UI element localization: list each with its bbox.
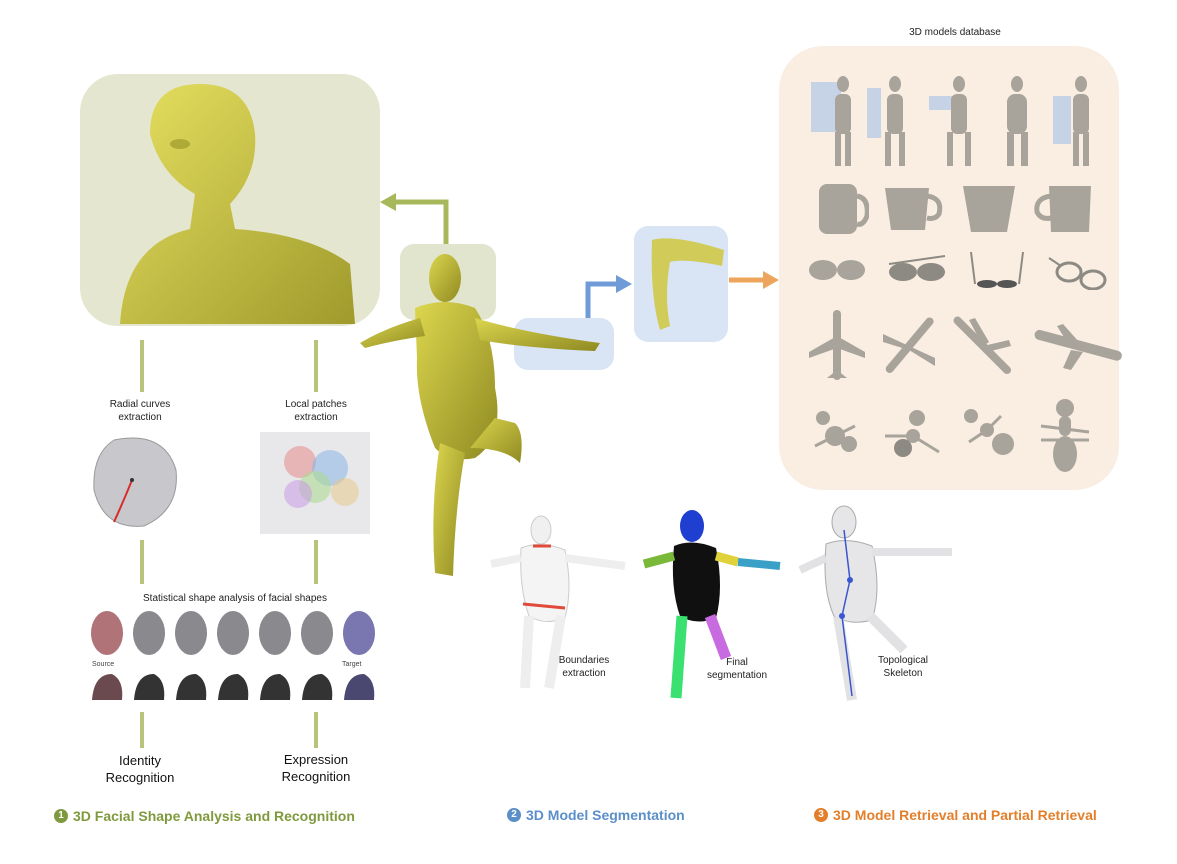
section-3-title: 3 3D Model Retrieval and Partial Retriev… — [814, 807, 1097, 823]
face-profile — [302, 674, 333, 700]
ant-models-row — [805, 396, 1127, 476]
radial-curves-caption: Radial curves extraction — [90, 398, 190, 424]
mug-model — [963, 186, 1015, 232]
final-line2: segmentation — [706, 670, 768, 681]
human-model — [1007, 76, 1028, 166]
human-model — [811, 76, 851, 166]
glasses-model — [888, 255, 946, 281]
local-patches-caption: Local patches extraction — [266, 398, 366, 424]
topological-skeleton-caption: Topological Skeleton — [868, 654, 938, 680]
ant-model — [964, 409, 1014, 455]
section-3-label: 3D Model Retrieval and Partial Retrieval — [833, 807, 1097, 823]
database-grid — [805, 72, 1127, 476]
running-woman-model — [360, 254, 600, 576]
airplane-model — [1034, 324, 1122, 370]
green-arrow — [380, 193, 449, 248]
glasses-model — [809, 260, 865, 280]
orange-arrow — [729, 271, 779, 289]
local-patches-line2: extraction — [294, 412, 338, 423]
section-2-label: 3D Model Segmentation — [526, 807, 685, 823]
airplane-models-row — [805, 306, 1127, 386]
boundaries-line1: Boundaries — [558, 655, 610, 666]
airplane-model — [953, 316, 1012, 375]
face-profile — [134, 674, 165, 700]
face-profile — [218, 674, 249, 700]
expression-line2: Recognition — [281, 769, 351, 784]
ant-model — [1040, 399, 1090, 472]
radial-curves-line2: extraction — [118, 412, 162, 423]
face-mask — [175, 611, 207, 655]
glasses-model — [1048, 257, 1107, 290]
glasses-model — [970, 251, 1024, 288]
face-mask — [217, 611, 249, 655]
face-closeup-panel — [80, 74, 380, 326]
face-connector-left-top — [140, 340, 144, 392]
section-1-number: 1 — [54, 809, 68, 823]
human-models-row — [805, 72, 1127, 172]
face-mask — [91, 611, 123, 655]
local-patches-line1: Local patches — [285, 399, 347, 410]
mug-model — [885, 188, 943, 230]
mug-model — [1034, 186, 1091, 232]
ant-model — [885, 410, 940, 457]
arm-model — [651, 238, 724, 330]
face-connector-right-top — [314, 340, 318, 392]
face-profile — [92, 674, 123, 700]
final-segmentation-model — [642, 510, 781, 699]
human-model — [1053, 76, 1089, 166]
statistical-analysis-caption: Statistical shape analysis of facial sha… — [143, 593, 327, 604]
boundaries-extraction-model — [490, 515, 626, 689]
face-mask — [259, 611, 291, 655]
glasses-models-row — [805, 250, 1127, 290]
final-segmentation-caption: Final segmentation — [700, 656, 774, 682]
arm-crop-box — [634, 226, 728, 342]
expression-recognition-caption: Expression Recognition — [264, 751, 368, 785]
local-patches-overlay — [284, 446, 359, 508]
face-profile-sequence — [88, 670, 378, 704]
source-label: Source — [92, 661, 115, 668]
boundaries-line2: extraction — [562, 668, 606, 679]
airplane-model — [809, 310, 865, 380]
section-3-number: 3 — [814, 808, 828, 822]
face-connector-left-bottom — [140, 540, 144, 584]
identity-connector — [140, 712, 144, 748]
face-bust-illustration — [120, 84, 355, 324]
face-mask — [133, 611, 165, 655]
section-2-title: 2 3D Model Segmentation — [507, 807, 685, 823]
database-title: 3D models database — [909, 27, 1001, 38]
face-mask — [343, 611, 375, 655]
blue-arrow — [585, 275, 632, 324]
identity-line1: Identity — [119, 753, 161, 768]
airplane-model — [883, 317, 935, 373]
section-2-number: 2 — [507, 808, 521, 822]
expression-connector — [314, 712, 318, 748]
human-model — [867, 76, 905, 166]
face-connector-right-bottom — [314, 540, 318, 584]
local-patches-face-image — [260, 432, 370, 534]
radial-curves-face-image — [93, 437, 177, 527]
target-label: Target — [342, 661, 362, 668]
face-profile — [260, 674, 291, 700]
skeleton-line1: Topological — [877, 655, 929, 666]
human-model — [929, 76, 971, 166]
radial-curves-line1: Radial curves — [109, 399, 171, 410]
identity-recognition-caption: Identity Recognition — [90, 752, 190, 786]
section-1-title: 1 3D Facial Shape Analysis and Recogniti… — [54, 808, 355, 824]
ant-model — [814, 411, 857, 452]
expression-line1: Expression — [283, 752, 349, 767]
boundaries-extraction-caption: Boundaries extraction — [552, 654, 616, 680]
face-profile — [176, 674, 207, 700]
face-profile — [344, 674, 375, 700]
section-1-label: 3D Facial Shape Analysis and Recognition — [73, 808, 355, 824]
identity-line2: Recognition — [105, 770, 175, 785]
mug-models-row — [805, 180, 1127, 238]
topological-skeleton-model — [798, 505, 952, 701]
face-shape-sequence — [88, 608, 378, 658]
face-mask — [301, 611, 333, 655]
skeleton-line2: Skeleton — [883, 668, 923, 679]
mug-model — [819, 184, 869, 234]
final-line1: Final — [726, 657, 748, 668]
